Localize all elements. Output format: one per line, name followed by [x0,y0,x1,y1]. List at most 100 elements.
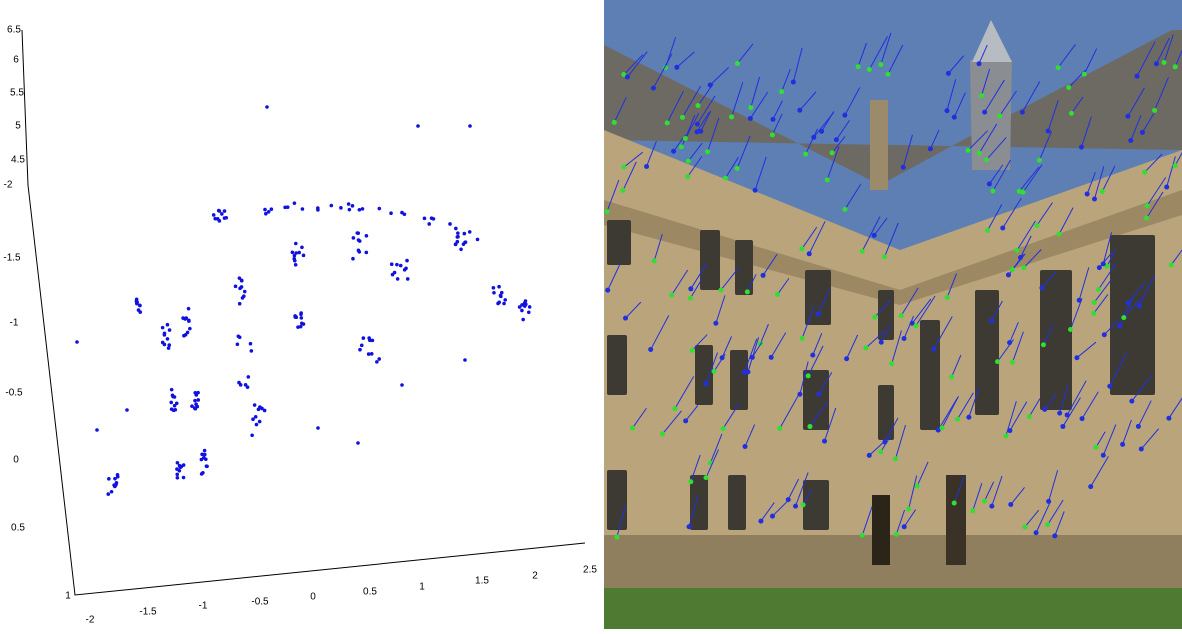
point [95,428,99,432]
point-cloud-plot: 6.565.554.5-2-1.5-1-0.500.51-2-1.5-1-0.5… [3,25,597,626]
point [497,300,501,304]
feature [1139,446,1144,451]
feature [1079,145,1084,150]
feature [625,75,630,80]
point [270,207,274,211]
point [244,383,248,387]
point [125,408,129,412]
feature [1107,384,1112,389]
feature [995,359,1000,364]
point [201,471,205,475]
point [316,206,320,210]
feature [977,151,982,156]
feature [1140,130,1145,135]
point [238,287,242,291]
feature [775,292,780,297]
feature [769,355,774,360]
feature [1010,360,1015,365]
point [393,271,397,275]
point [456,235,460,239]
feature [1097,265,1102,270]
point [107,477,111,481]
feature [770,514,775,519]
point [168,328,172,332]
window [607,220,631,265]
point [255,423,259,427]
point [395,263,399,267]
feature [1037,158,1042,163]
point [217,209,221,213]
point [390,262,394,266]
feature [893,456,898,461]
feature [977,61,982,66]
point [399,264,403,268]
feature [687,524,692,529]
point [521,318,525,322]
point [194,407,198,411]
feature [1102,332,1107,337]
feature [669,293,674,298]
feature [989,318,994,323]
x-tick-label: 1.5 [475,576,489,587]
x-tick-label: 1 [419,582,425,593]
point [205,464,209,468]
x-tick-label: -2 [86,615,95,626]
photo [604,0,1182,629]
point [187,307,191,311]
point [204,457,208,461]
feature [952,501,957,506]
point [448,222,452,226]
feature [1137,303,1142,308]
feature [623,316,628,321]
point [463,232,467,236]
feature [863,345,868,350]
feature [856,64,861,69]
feature [889,361,894,366]
feature [705,149,710,154]
feature [1006,272,1011,277]
feature [1056,65,1061,70]
feature [807,251,812,256]
feature [786,497,791,502]
feature [945,295,950,300]
point [358,208,362,212]
point [110,490,114,494]
feature [902,336,907,341]
point [203,449,207,453]
y-tick-label: -2 [4,180,13,191]
feature [779,89,784,94]
feature [695,129,700,134]
window [1110,235,1155,395]
point [520,309,524,313]
feature [1068,327,1073,332]
point [223,216,227,220]
feature [1092,196,1097,201]
point [476,238,480,242]
feature [1173,163,1178,168]
feature [1129,399,1134,404]
feature [770,132,775,137]
point [166,337,170,341]
feature [882,439,887,444]
feature [704,475,709,480]
point [179,465,183,469]
feature [672,406,677,411]
feature [712,369,717,374]
x-tick-label: -1 [199,601,208,612]
point [427,222,431,226]
point [365,234,369,238]
point [377,357,381,361]
feature [842,207,847,212]
point [468,124,472,128]
feature [1091,311,1096,316]
window [803,370,829,430]
feature [777,426,782,431]
feature [688,296,693,301]
z-tick-label: 4.5 [11,155,25,166]
point [237,334,241,338]
feature [987,181,992,186]
window [803,480,829,530]
point [406,277,410,281]
feature [1125,114,1130,119]
point [239,383,243,387]
